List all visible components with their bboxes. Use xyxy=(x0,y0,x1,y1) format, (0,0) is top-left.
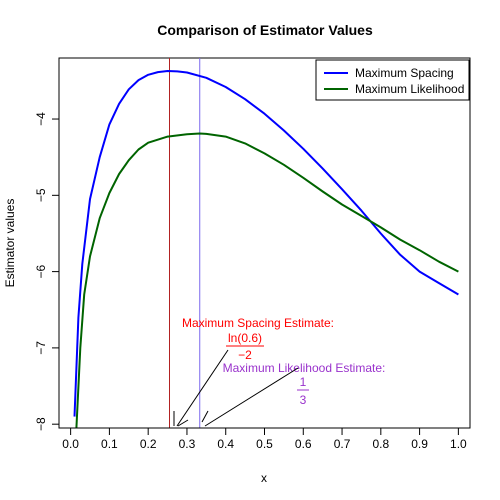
y-axis: −8 −7 −6 −5 −4 xyxy=(34,112,60,431)
y-tick-label: −6 xyxy=(34,264,48,278)
x-tick-label: 0.5 xyxy=(256,437,273,451)
y-tick-label: −4 xyxy=(34,112,48,126)
x-tick-label: 0.7 xyxy=(334,437,351,451)
y-tick-label: −5 xyxy=(34,188,48,202)
ml-estimate-numerator: 1 xyxy=(300,375,307,389)
chart-title: Comparison of Estimator Values xyxy=(157,22,373,38)
ml-tick-mark-b xyxy=(201,410,209,423)
ms-estimate-numerator: ln(0.6) xyxy=(228,331,262,345)
ml-pointer-line xyxy=(204,367,299,427)
x-axis: 0.0 0.1 0.2 0.3 0.4 0.5 0.6 0.7 0.8 0.9 1.0 xyxy=(62,427,467,451)
ml-estimate-label: Maximum Likelihood Estimate: xyxy=(223,361,386,375)
ms-estimate-label: Maximum Spacing Estimate: xyxy=(182,316,334,330)
y-axis-title: Estimator values xyxy=(3,199,17,288)
x-axis-title: x xyxy=(261,471,267,485)
x-tick-label: 0.9 xyxy=(411,437,428,451)
y-tick-label: −8 xyxy=(34,417,48,431)
x-tick-label: 0.0 xyxy=(62,437,79,451)
legend-box xyxy=(315,59,470,101)
plot-area xyxy=(73,58,459,428)
ms-estimate-denominator: −2 xyxy=(238,348,252,362)
x-tick-label: 0.6 xyxy=(295,437,312,451)
x-tick-label: 0.4 xyxy=(217,437,234,451)
series-line-maximum-likelihood xyxy=(75,132,459,428)
x-tick-label: 0.2 xyxy=(140,437,157,451)
ml-estimate-denominator: 3 xyxy=(300,393,307,407)
x-tick-label: 0.1 xyxy=(101,437,118,451)
ml-tick-mark-a xyxy=(177,419,189,427)
legend: Maximum Spacing Maximum Likelihood xyxy=(315,59,470,101)
x-tick-label: 1.0 xyxy=(450,437,467,451)
legend-label-ms: Maximum Spacing xyxy=(355,66,454,80)
annotations: Maximum Spacing Estimate: ln(0.6) −2 Max… xyxy=(173,316,386,427)
y-tick-label: −7 xyxy=(34,341,48,355)
x-tick-label: 0.8 xyxy=(372,437,389,451)
ms-pointer-line xyxy=(176,349,229,427)
legend-label-ml: Maximum Likelihood xyxy=(355,82,464,96)
x-tick-label: 0.3 xyxy=(179,437,196,451)
